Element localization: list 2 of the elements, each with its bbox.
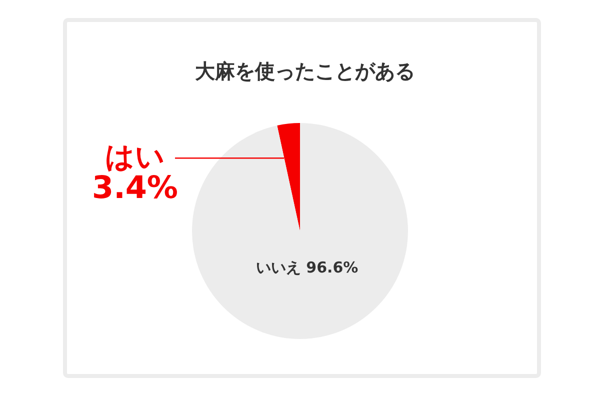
chart-title: 大麻を使ったことがある	[195, 58, 415, 85]
slice-label: いいえ 96.6%	[256, 258, 358, 276]
